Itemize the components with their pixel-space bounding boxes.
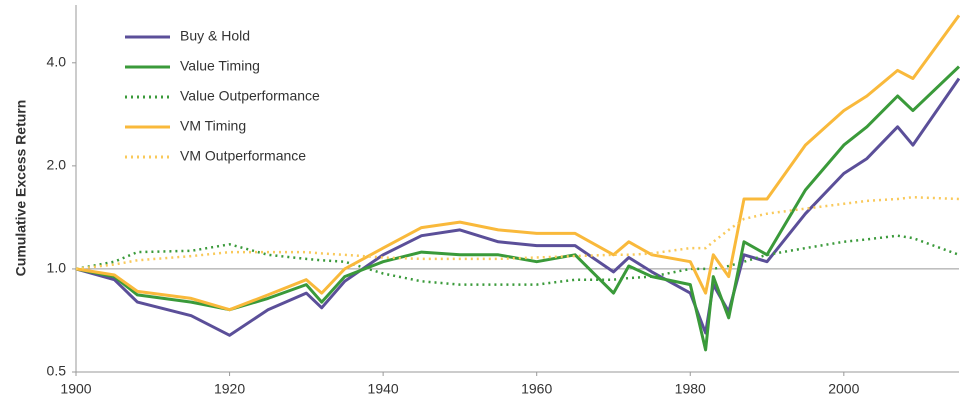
x-tick-label: 1960 bbox=[521, 381, 552, 397]
legend-label: Buy & Hold bbox=[180, 28, 250, 44]
y-axis-label: Cumulative Excess Return bbox=[13, 100, 29, 277]
x-tick-label: 1900 bbox=[60, 381, 91, 397]
x-tick-label: 2000 bbox=[828, 381, 859, 397]
x-tick-label: 1980 bbox=[675, 381, 706, 397]
y-tick-label: 2.0 bbox=[47, 157, 67, 173]
legend-label: Value Outperformance bbox=[180, 88, 320, 104]
y-tick-label: 4.0 bbox=[47, 53, 67, 69]
series-line bbox=[75, 195, 960, 271]
y-tick-label: 0.5 bbox=[47, 363, 67, 379]
series-line bbox=[75, 77, 960, 337]
legend-label: Value Timing bbox=[180, 58, 260, 74]
x-tick-label: 1920 bbox=[214, 381, 245, 397]
legend-label: VM Timing bbox=[180, 118, 246, 134]
legend-label: VM Outperformance bbox=[180, 148, 306, 164]
x-tick-label: 1940 bbox=[368, 381, 399, 397]
y-tick-label: 1.0 bbox=[47, 260, 67, 276]
series-line bbox=[75, 65, 960, 352]
series-line bbox=[75, 14, 960, 312]
